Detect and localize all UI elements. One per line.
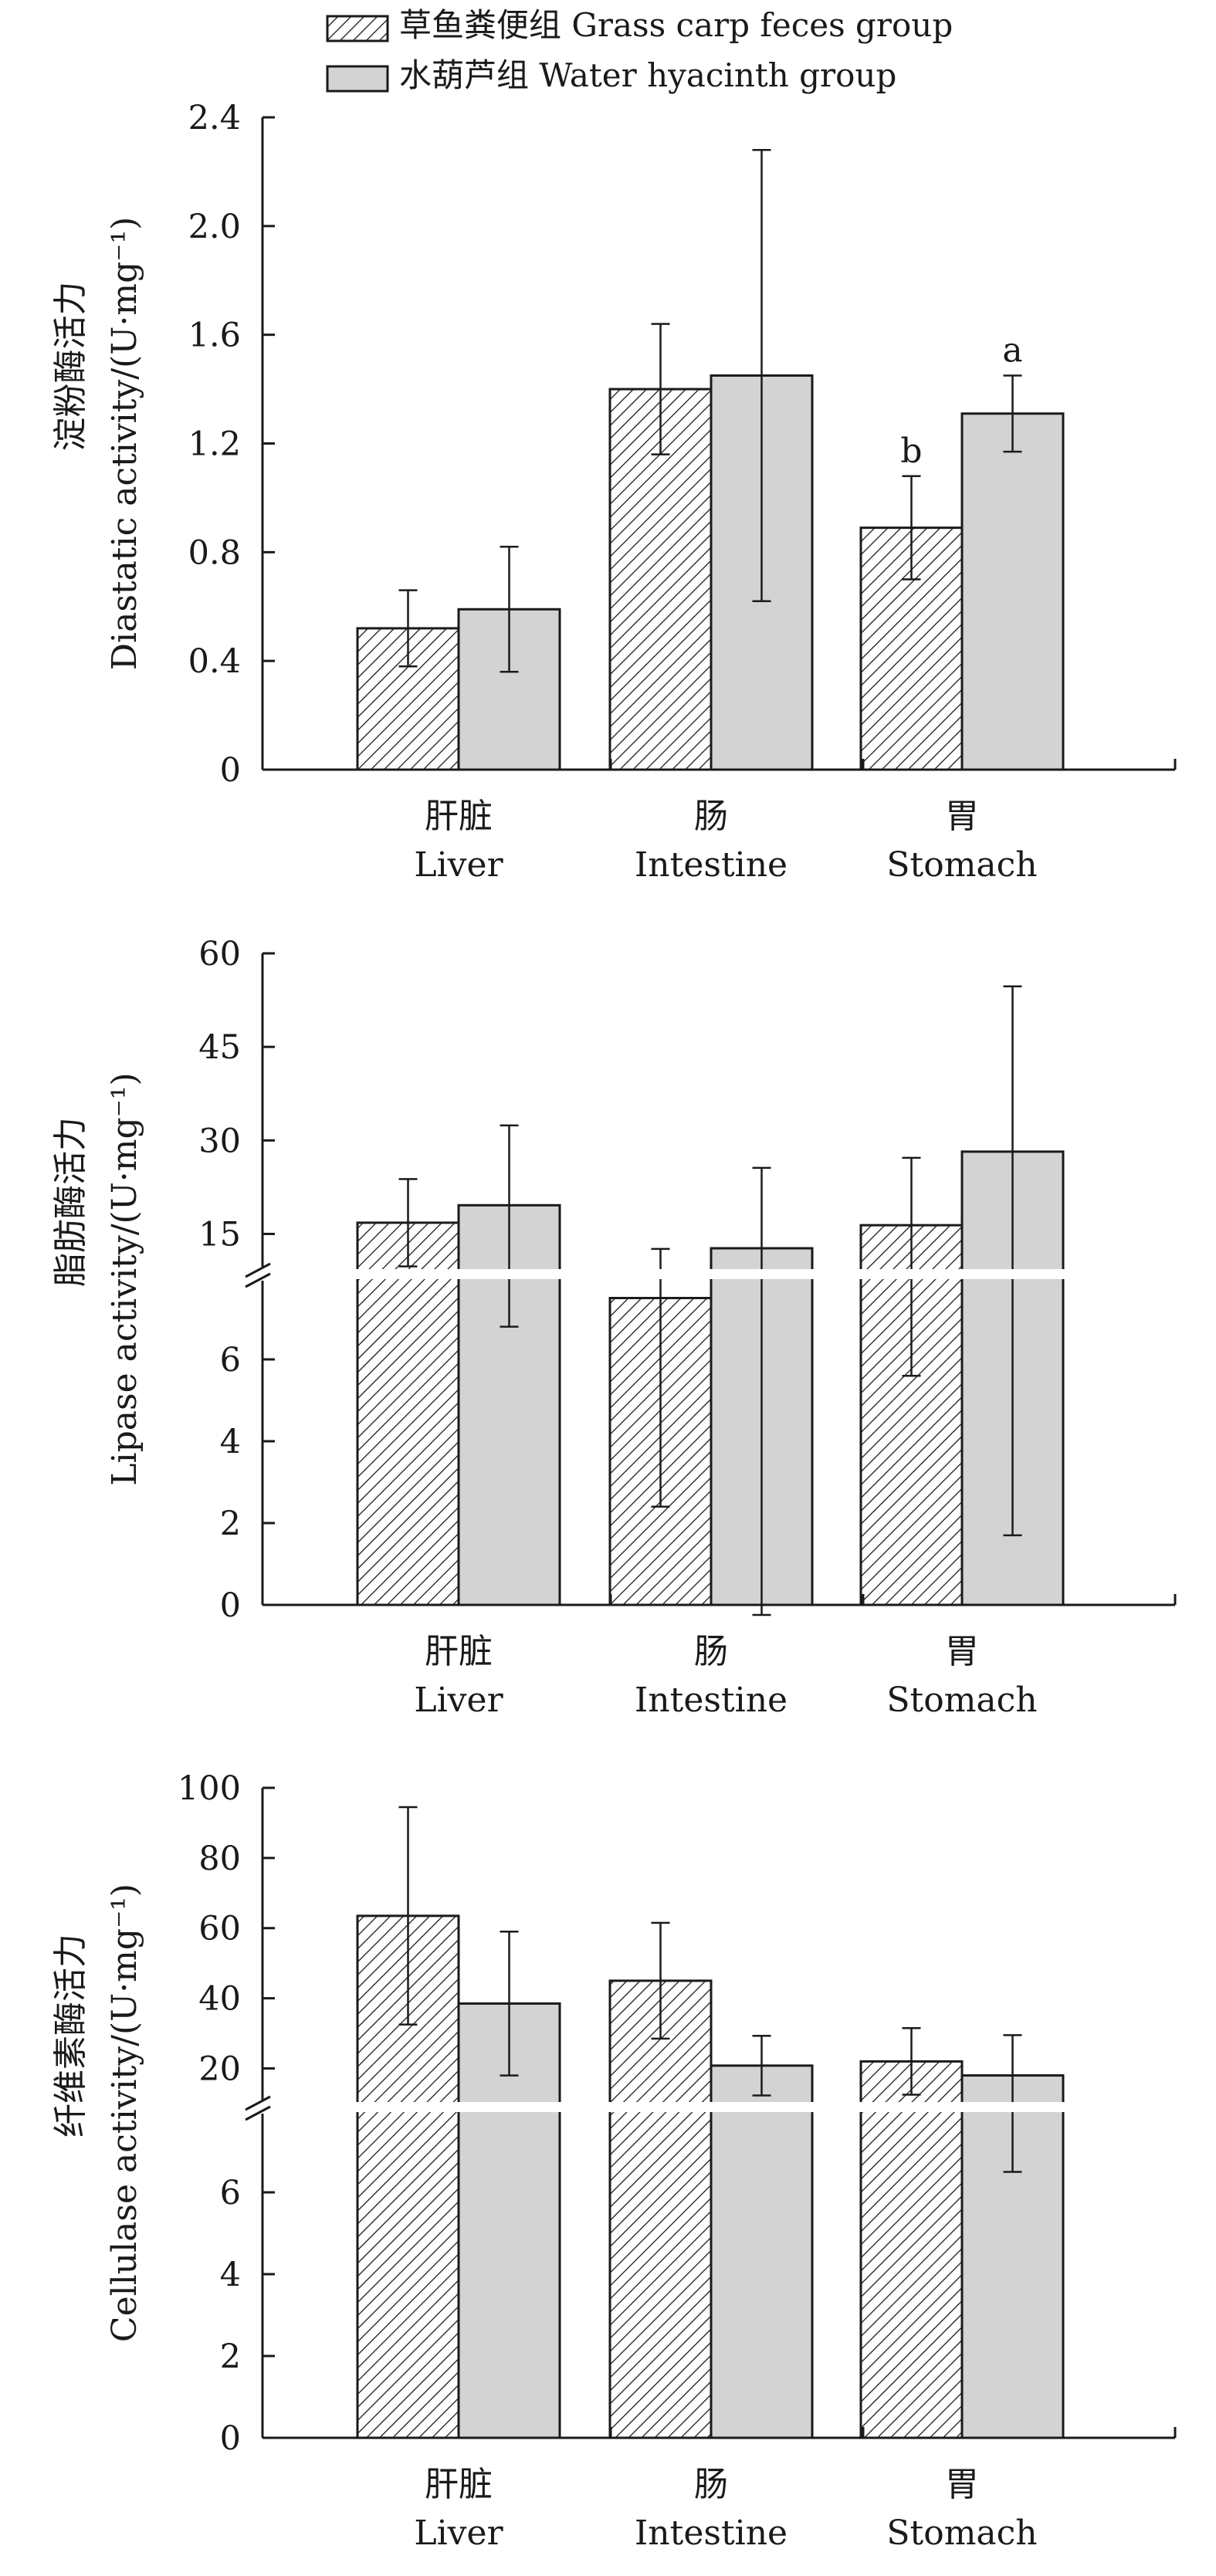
category-label-cn: 肝脏 <box>425 797 493 836</box>
axis-break-gap <box>259 2102 1180 2112</box>
y-axis-label-en: Cellulase activity/(U·mg⁻¹) <box>105 1884 144 2342</box>
category-label-en: Liver <box>414 2513 503 2553</box>
category-label-cn: 肝脏 <box>425 2465 493 2504</box>
significance-label: b <box>900 432 922 471</box>
bar-hyacinth-stomach <box>960 412 1065 771</box>
legend-label-feces: 草鱼粪便组 Grass carp feces group <box>399 6 953 44</box>
bar-feces-stomach <box>859 2060 964 2439</box>
category-label-en: Intestine <box>635 845 788 885</box>
axis-break-mark <box>245 1272 271 1288</box>
category-label-en: Intestine <box>635 2513 788 2553</box>
legend-item-hyacinth: 水葫芦组 Water hyacinth group <box>326 56 896 94</box>
y-tick-label: 0.8 <box>188 533 241 572</box>
diastatic-activity-chart: b a 0 0.4 0.8 1.2 1.6 2.0 2.4 肝脏 Liver 肠 Intestine 胃S… <box>51 99 1177 885</box>
y-tick-label: 1.6 <box>188 316 241 355</box>
legend-label-hyacinth: 水葫芦组 Water hyacinth group <box>399 56 896 94</box>
y-tick-label: 0 <box>220 751 241 790</box>
y-tick-label: 2 <box>220 1505 241 1543</box>
category-label-cn: 肠 <box>694 797 728 836</box>
y-tick-label: 30 <box>198 1122 241 1160</box>
category-label-cn: 胃 <box>945 1632 979 1671</box>
category-label-cn: 胃 <box>945 797 979 836</box>
y-tick-label: 0 <box>220 2419 241 2458</box>
y-tick-label: 2.0 <box>188 208 241 246</box>
y-tick-label: 2 <box>220 2337 241 2376</box>
bar-feces-intestine <box>608 1979 713 2439</box>
y-tick-label: 60 <box>198 935 241 973</box>
significance-label: a <box>1002 330 1022 370</box>
y-axis-label-cn: 脂肪酶活力 <box>51 1117 90 1287</box>
category-label-en: Liver <box>414 1681 503 1720</box>
y-axis-label-cn: 纤维素酶活力 <box>51 1934 90 2138</box>
y-tick-label: 0 <box>220 1586 241 1625</box>
y-tick-label: 1.2 <box>188 425 241 464</box>
y-tick-label: 60 <box>198 1910 241 1948</box>
legend-swatch-feces <box>326 15 389 42</box>
y-tick-label: 0.4 <box>188 642 241 681</box>
bar-hyacinth-intestine <box>710 2064 814 2439</box>
legend-item-feces: 草鱼粪便组 Grass carp feces group <box>326 6 953 44</box>
axis-break-mark <box>245 1262 271 1278</box>
y-tick-label: 80 <box>198 1840 241 1878</box>
y-tick-label: 40 <box>198 1980 241 2019</box>
axis-break-gap <box>259 1269 1180 1279</box>
category-label-en: Stomach <box>886 845 1037 885</box>
category-label-cn: 肠 <box>694 2465 728 2504</box>
lipase-activity-chart: 0 2 4 6 15 30 45 60 肝脏 Liver 肠 Intestine 胃 Stomach 脂肪酶… <box>51 935 1180 1720</box>
legend-swatch-hyacinth <box>326 65 389 93</box>
category-label-en: Liver <box>414 845 503 885</box>
bar-feces-liver <box>356 1221 460 1606</box>
category-label-cn: 肠 <box>694 1632 728 1671</box>
y-tick-label: 45 <box>198 1028 241 1067</box>
category-label-cn: 胃 <box>945 2465 979 2504</box>
legend: 草鱼粪便组 Grass carp feces group 水葫芦组 Water … <box>326 6 953 94</box>
y-tick-label: 20 <box>198 2050 241 2088</box>
y-tick-label: 15 <box>198 1215 241 1254</box>
y-tick-label: 4 <box>220 1423 241 1461</box>
category-label-en: Intestine <box>635 1681 788 1720</box>
y-tick-label: 2.4 <box>188 99 241 137</box>
category-label-cn: 肝脏 <box>425 1632 493 1671</box>
cellulase-activity-chart: 0 2 4 6 20 40 60 80 100 肝脏 Liver 肠 Intestine 胃 Stomach… <box>51 1769 1180 2553</box>
y-tick-label: 6 <box>220 1341 241 1379</box>
category-label-en: Stomach <box>886 1681 1037 1720</box>
axis-break-mark <box>245 2105 271 2121</box>
y-tick-label: 4 <box>220 2256 241 2294</box>
y-tick-label: 6 <box>220 2174 241 2212</box>
y-tick-label: 100 <box>178 1769 241 1808</box>
y-axis-label-en: Lipase activity/(U·mg⁻¹) <box>105 1072 144 1485</box>
y-axis-label-en: Diastatic activity/(U·mg⁻¹) <box>105 217 144 671</box>
axis-break-mark <box>245 2095 271 2111</box>
category-label-en: Stomach <box>886 2513 1037 2553</box>
y-axis-label-cn: 淀粉酶活力 <box>51 282 90 452</box>
